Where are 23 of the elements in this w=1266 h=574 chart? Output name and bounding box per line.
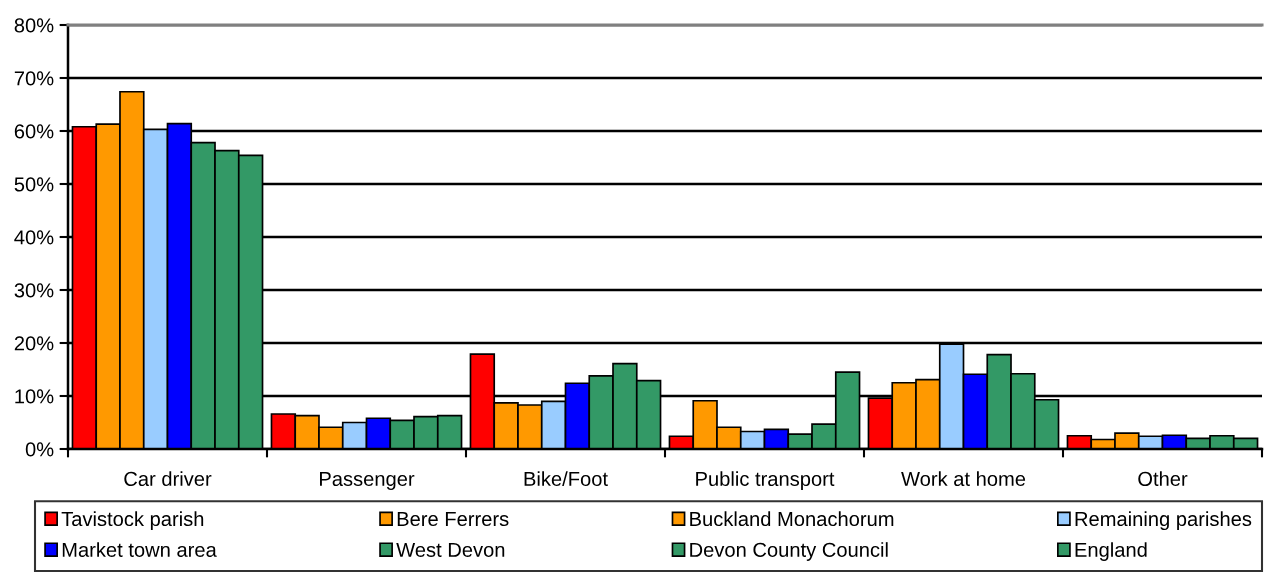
x-tick-label: Bike/Foot bbox=[524, 471, 608, 487]
legend-label: Market town area bbox=[62, 542, 217, 557]
legend-label: Remaining parishes bbox=[1075, 511, 1252, 531]
legend-label: Devon County Council bbox=[690, 542, 888, 561]
y-tick-label: 50% bbox=[14, 177, 54, 192]
legend-label: Tavistock parish bbox=[61, 511, 204, 531]
y-tick-label: 60% bbox=[14, 124, 54, 139]
y-tick-label: 40% bbox=[14, 230, 54, 245]
x-tick-label: Passenger bbox=[320, 471, 415, 490]
y-tick-label: 30% bbox=[14, 283, 54, 298]
x-tick-label: Work at home bbox=[901, 471, 1026, 487]
x-tick-label: Car driver bbox=[124, 471, 212, 487]
legend-label: Bere Ferrers bbox=[397, 512, 509, 527]
y-tick-label: 70% bbox=[14, 71, 54, 86]
y-tick-label: 0% bbox=[25, 442, 54, 457]
y-tick-label: 20% bbox=[14, 336, 54, 351]
x-tick-label: Public transport bbox=[696, 471, 835, 490]
y-tick-label: 80% bbox=[14, 18, 54, 33]
legend-label: Buckland Monachorum bbox=[690, 511, 894, 527]
x-tick-label: Other bbox=[1138, 471, 1188, 487]
y-tick-label: 10% bbox=[15, 389, 54, 404]
legend-label: England bbox=[1075, 542, 1147, 561]
legend-label: West Devon bbox=[396, 542, 505, 557]
